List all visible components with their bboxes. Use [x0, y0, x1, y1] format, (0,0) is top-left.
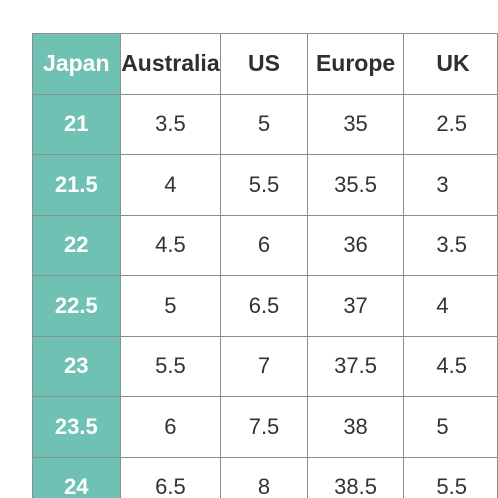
- australia-size-cell: 4: [119, 154, 222, 216]
- table-row: 23 5.5 7 37.5 4.5: [32, 335, 498, 397]
- us-size-cell: 7: [220, 335, 308, 397]
- japan-size-cell: 24: [32, 456, 121, 498]
- us-size-cell: 6.5: [220, 275, 308, 337]
- australia-size-cell: 5: [119, 275, 222, 337]
- australia-size-cell: 5.5: [119, 335, 222, 397]
- table-row: 22 4.5 6 36 3.5: [32, 214, 498, 276]
- column-header-australia: Australia: [119, 33, 222, 95]
- europe-size-cell: 35.5: [306, 154, 405, 216]
- uk-size-cell: 4.5: [403, 335, 498, 397]
- uk-size-cell: 3.5: [403, 214, 498, 276]
- japan-size-cell: 21.5: [32, 154, 121, 216]
- table-row: 22.5 5 6.5 37 4: [32, 275, 498, 337]
- us-size-cell: 8: [220, 456, 308, 498]
- uk-size-cell: 4: [403, 275, 498, 337]
- header-row: Japan Australia US Europe UK: [32, 33, 498, 95]
- australia-size-cell: 6.5: [119, 456, 222, 498]
- australia-size-cell: 6: [119, 396, 222, 458]
- table-row: 21 3.5 5 35 2.5: [32, 93, 498, 155]
- column-header-japan: Japan: [32, 33, 121, 95]
- uk-size-cell: 3: [403, 154, 498, 216]
- europe-size-cell: 35: [306, 93, 405, 155]
- column-header-europe: Europe: [306, 33, 405, 95]
- uk-size-value: 2.5: [436, 111, 467, 137]
- uk-size-value: 4: [436, 292, 449, 318]
- europe-size-cell: 37.5: [306, 335, 405, 397]
- table-row: 24 6.5 8 38.5 5.5: [32, 456, 498, 498]
- europe-size-cell: 38: [306, 396, 405, 458]
- europe-size-cell: 38.5: [306, 456, 405, 498]
- uk-size-value: 5.5: [436, 474, 467, 498]
- japan-size-cell: 23: [32, 335, 121, 397]
- japan-size-cell: 22.5: [32, 275, 121, 337]
- uk-size-cell: 2.5: [403, 93, 498, 155]
- us-size-cell: 5.5: [220, 154, 308, 216]
- europe-size-cell: 36: [306, 214, 405, 276]
- column-header-us: US: [220, 33, 308, 95]
- japan-size-cell: 21: [32, 93, 121, 155]
- table-row: 21.5 4 5.5 35.5 3: [32, 154, 498, 216]
- uk-size-cell: 5.5: [403, 456, 498, 498]
- uk-size-cell: 5: [403, 396, 498, 458]
- column-header-uk: UK: [403, 33, 498, 95]
- shoe-size-conversion-table: Japan Australia US Europe UK 21 3.5 5 35…: [32, 33, 498, 498]
- us-size-cell: 7.5: [220, 396, 308, 458]
- uk-size-value: 3: [436, 171, 449, 197]
- uk-size-value: 5: [436, 413, 449, 439]
- europe-size-cell: 37: [306, 275, 405, 337]
- us-size-cell: 5: [220, 93, 308, 155]
- uk-size-value: 3.5: [436, 232, 467, 258]
- japan-size-cell: 22: [32, 214, 121, 276]
- uk-size-value: 4.5: [436, 353, 467, 379]
- table-row: 23.5 6 7.5 38 5: [32, 396, 498, 458]
- us-size-cell: 6: [220, 214, 308, 276]
- australia-size-cell: 3.5: [119, 93, 222, 155]
- japan-size-cell: 23.5: [32, 396, 121, 458]
- australia-size-cell: 4.5: [119, 214, 222, 276]
- column-header-uk-label: UK: [436, 50, 470, 77]
